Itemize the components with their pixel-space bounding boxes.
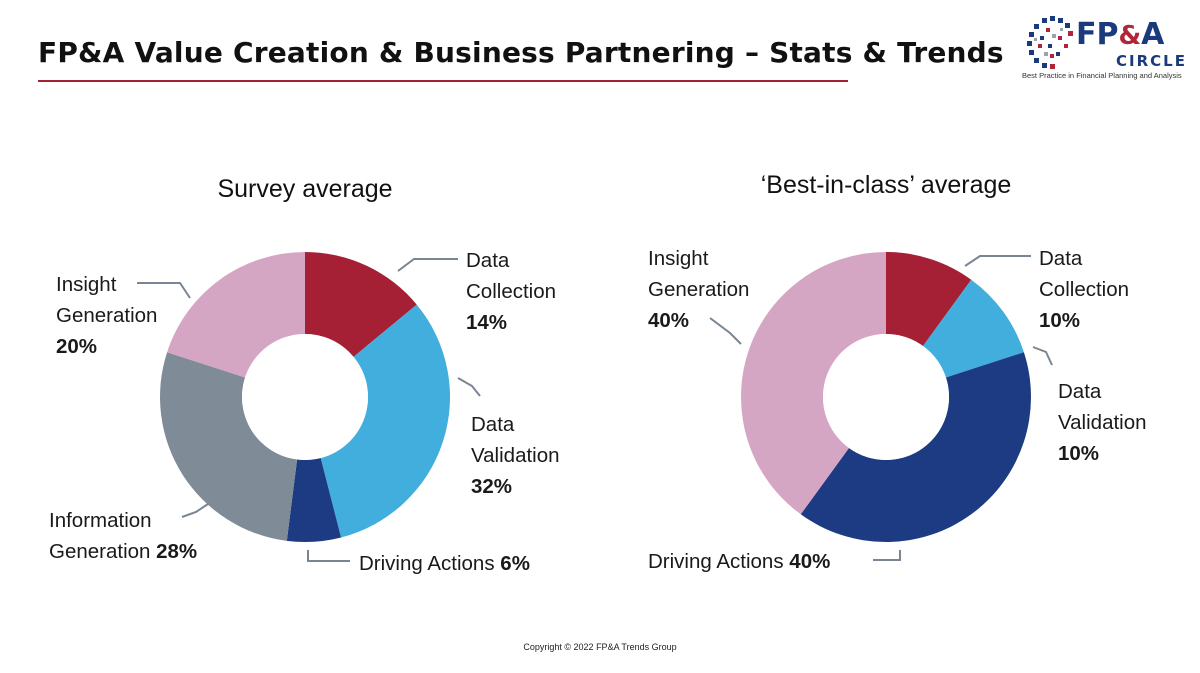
best-in-class-average-chart: ‘Best-in-class’ average Data Collection 10… [648, 171, 1147, 573]
donut-hole [823, 334, 949, 460]
leader-lines [709, 255, 1053, 561]
label-data-collection: Data Collection 14% [466, 249, 556, 334]
slice-data-validation [923, 279, 1024, 378]
slice-driving-actions [286, 458, 342, 542]
slice-data-collection [886, 252, 972, 347]
label-driving-actions: Driving Actions 40% [648, 550, 830, 573]
leader-line-data-collection [964, 255, 1031, 267]
label-driving-actions: Driving Actions 6% [359, 552, 530, 575]
label-insight-generation: Insight Generation 40% [648, 247, 749, 332]
logo-wordmark: FP&A [1076, 17, 1165, 52]
slice-driving-actions [800, 352, 1031, 542]
leader-line-driving-actions [873, 550, 901, 561]
slice-insight-generation [167, 252, 305, 378]
copyright-notice: Copyright © 2022 FP&A Trends Group [523, 642, 677, 652]
chart-title: ‘Best-in-class’ average [761, 171, 1012, 199]
leader-line-insight-generation [709, 317, 742, 345]
chart-title: Survey average [217, 175, 392, 203]
label-percent: 20% [56, 335, 97, 358]
label-data-collection: Data Collection 10% [1039, 247, 1129, 332]
label-percent: 14% [466, 311, 507, 334]
label-percent: 32% [471, 475, 512, 498]
label-data-validation: Data Validation 10% [1058, 380, 1147, 465]
leader-line-data-validation [1032, 346, 1053, 366]
title-underline [38, 80, 848, 82]
slice-data-validation [320, 304, 451, 538]
label-information-generation: Information Generation 28% [49, 509, 197, 563]
leader-lines [137, 258, 481, 562]
leader-line-information-generation [181, 503, 209, 518]
label-percent: 10% [1039, 309, 1080, 332]
leader-line-data-validation [457, 377, 481, 397]
leader-line-insight-generation [137, 282, 191, 299]
slide-title: FP&A Value Creation & Business Partnerin… [38, 36, 1004, 69]
label-percent: 6% [495, 552, 530, 575]
slice-insight-generation [741, 252, 886, 515]
fpa-circle-logo: FP&A CIRCLE Best Practice in Financial P… [1018, 10, 1190, 84]
logo-mark-icon [1027, 16, 1073, 69]
label-percent: 10% [1058, 442, 1099, 465]
label-percent: 28% [150, 540, 197, 563]
donut-hole [242, 334, 368, 460]
leader-line-data-collection [397, 258, 458, 272]
label-percent: 40% [648, 309, 689, 332]
leader-line-driving-actions [307, 550, 350, 562]
label-insight-generation: Insight Generation 20% [56, 273, 157, 358]
label-data-validation: Data Validation 32% [471, 413, 560, 498]
slice-information-generation [159, 352, 298, 541]
logo-tagline: Best Practice in Financial Planning and … [1022, 71, 1182, 80]
label-percent: 40% [784, 550, 831, 573]
slice-data-collection [305, 252, 417, 357]
logo-wordmark-circle: CIRCLE [1116, 52, 1187, 70]
survey-average-chart: Survey average Data Collection 14% Data Vali… [49, 175, 560, 575]
